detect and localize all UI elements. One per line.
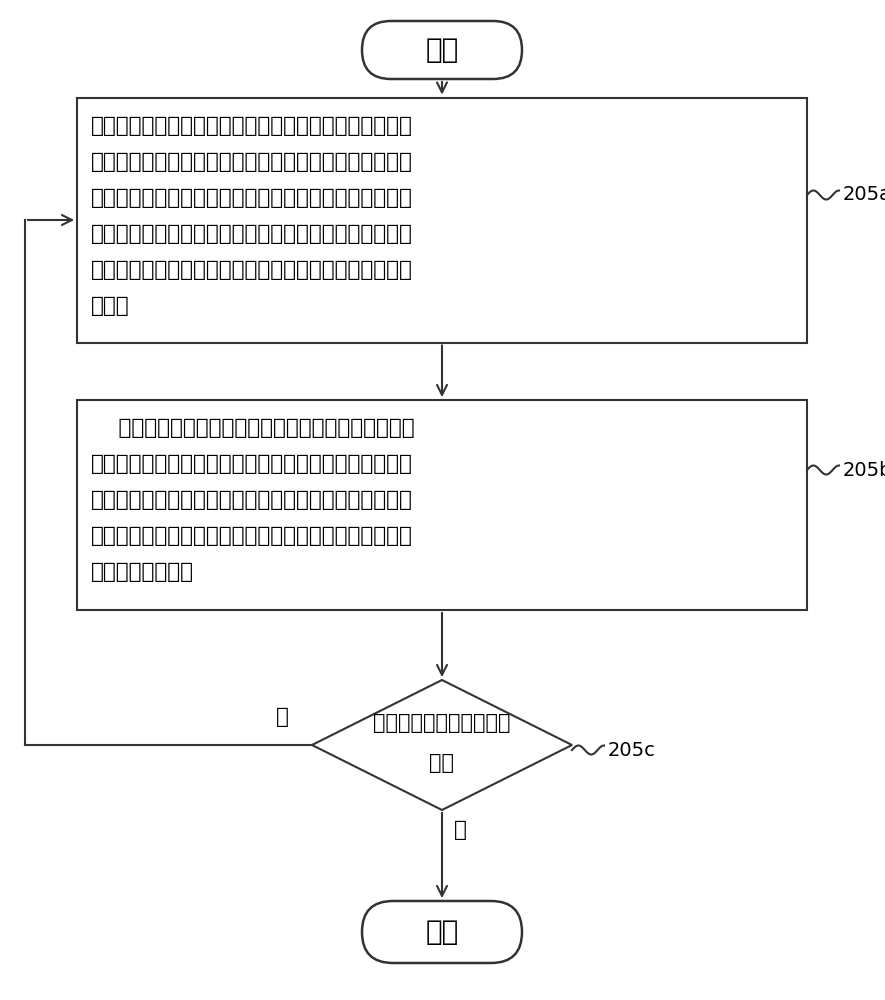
Text: 开始: 开始 xyxy=(426,36,458,64)
Text: 通过油套环空通道中的滑溜水的排量等于第一滑溜水的排: 通过油套环空通道中的滑溜水的排量等于第一滑溜水的排 xyxy=(91,188,413,208)
Bar xyxy=(77,98,807,342)
Text: 否: 否 xyxy=(275,707,289,727)
Text: 时间: 时间 xyxy=(429,753,455,773)
Text: 205a: 205a xyxy=(843,186,885,205)
Bar xyxy=(77,400,807,610)
Text: 量阀值，以使压裂层段裂缝中的砂浓度等于第一砂浓度阀: 量阀值，以使压裂层段裂缝中的砂浓度等于第一砂浓度阀 xyxy=(91,224,413,243)
Text: 判断是否达到预设压裂总: 判断是否达到预设压裂总 xyxy=(373,713,511,733)
Text: 在一个周期内的第一预设时间内，控制通过油管通道中的: 在一个周期内的第一预设时间内，控制通过油管通道中的 xyxy=(91,115,413,135)
FancyBboxPatch shape xyxy=(362,901,522,963)
Text: 水排量逐级增加，以使压裂层段的裂缝中的砂浓度等于第: 水排量逐级增加，以使压裂层段的裂缝中的砂浓度等于第 xyxy=(91,490,413,510)
Text: 是: 是 xyxy=(454,820,467,840)
Text: ，解除支撑剂架桥: ，解除支撑剂架桥 xyxy=(91,562,194,582)
Polygon shape xyxy=(312,680,572,810)
Text: 高砂比携砂液的排量等于第一高砂比携砂液的排量阀值，: 高砂比携砂液的排量等于第一高砂比携砂液的排量阀值， xyxy=(91,151,413,172)
Text: 205c: 205c xyxy=(608,740,656,760)
Text: 在一个周期内的第二预设时间内，控制通过油管通道: 在一个周期内的第二预设时间内，控制通过油管通道 xyxy=(91,418,415,438)
Text: 中的高砂比携砂液的排量以及通过油套环空通道中的滑溜: 中的高砂比携砂液的排量以及通过油套环空通道中的滑溜 xyxy=(91,454,413,474)
Text: 二砂浓度阀值或压裂层段中的缝内压力等于第二压力阀值: 二砂浓度阀值或压裂层段中的缝内压力等于第二压力阀值 xyxy=(91,526,413,546)
FancyBboxPatch shape xyxy=(362,21,522,79)
Text: 205b: 205b xyxy=(843,460,885,480)
Text: 值或压裂层段中的缝内压力等于第一压力阀值，形成支撑: 值或压裂层段中的缝内压力等于第一压力阀值，形成支撑 xyxy=(91,259,413,279)
Text: 剂架桥: 剂架桥 xyxy=(91,296,129,316)
Text: 结束: 结束 xyxy=(426,918,458,946)
